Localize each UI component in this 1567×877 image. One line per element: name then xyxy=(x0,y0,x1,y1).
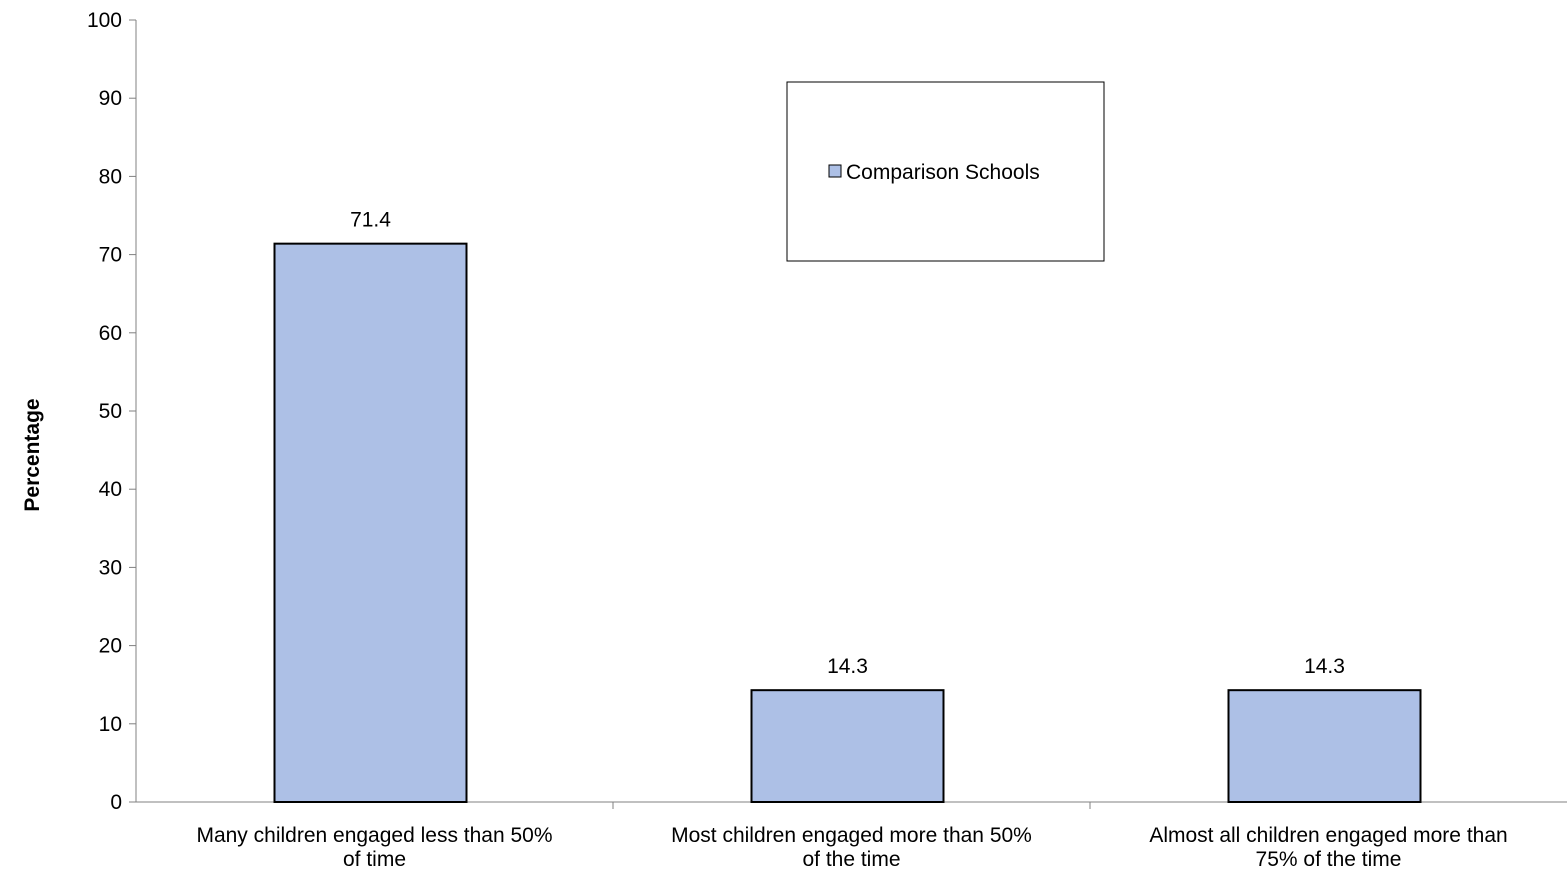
y-tick-label: 40 xyxy=(99,478,122,501)
y-axis: 0 10 20 30 40 50 60 70 80 90 100 xyxy=(87,9,137,814)
y-tick-label: 80 xyxy=(99,165,122,188)
bar xyxy=(273,242,468,804)
y-tick-label: 50 xyxy=(99,400,122,423)
bar xyxy=(1227,689,1422,804)
data-labels: 71.4 14.3 14.3 xyxy=(350,209,1345,679)
category-label-line: 75% of the time xyxy=(1256,848,1402,871)
category-label-line: Many children engaged less than 50% xyxy=(196,824,552,847)
y-tick-label: 20 xyxy=(99,635,122,658)
category-label-line: of the time xyxy=(802,848,900,871)
y-tick-label: 70 xyxy=(99,244,122,267)
category-label-line: Most children engaged more than 50% xyxy=(671,824,1032,847)
category-label: Many children engaged less than 50% of ti… xyxy=(196,824,552,871)
bar-value-label: 14.3 xyxy=(1304,655,1345,678)
y-tick-label: 60 xyxy=(99,322,122,345)
y-axis-title: Percentage xyxy=(21,398,44,511)
category-label-line: of time xyxy=(343,848,406,871)
legend-swatch xyxy=(828,164,842,178)
y-tick-label: 0 xyxy=(110,791,122,814)
legend-label: Comparison Schools xyxy=(846,161,1040,184)
x-axis: Many children engaged less than 50% of ti… xyxy=(136,801,1567,871)
y-tick-label: 10 xyxy=(99,713,122,736)
legend: Comparison Schools xyxy=(786,81,1105,262)
bar-value-label: 71.4 xyxy=(350,209,391,232)
y-tick-label: 100 xyxy=(87,9,122,32)
category-label-line: Almost all children engaged more than xyxy=(1149,824,1507,847)
bar-value-label: 14.3 xyxy=(827,655,868,678)
bar xyxy=(750,689,945,804)
category-label: Most children engaged more than 50% of th… xyxy=(671,824,1032,871)
y-tick-label: 30 xyxy=(99,556,122,579)
bars xyxy=(273,242,1422,804)
y-tick-label: 90 xyxy=(99,87,122,110)
category-label: Almost all children engaged more than 75%… xyxy=(1149,824,1507,871)
